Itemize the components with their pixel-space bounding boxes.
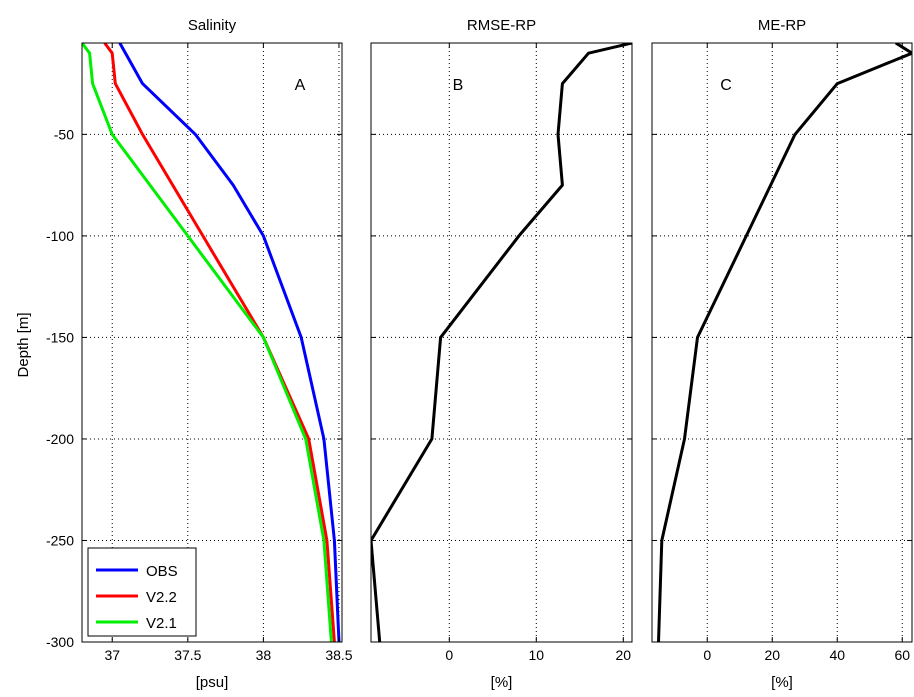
legend-entry: OBS — [146, 563, 178, 580]
x-tick-label: 38.5 — [325, 647, 352, 663]
panel-c: 0 20 40 60 ME-RP C [%] — [651, 17, 913, 691]
x-tick-label: 37 — [104, 647, 120, 663]
series-line-v2-1 — [82, 43, 333, 642]
plot-area — [652, 43, 912, 642]
panel-a: 37 37.5 38 38.5 -50 -100 -150 -200 -250 -300 Salin… — [46, 17, 353, 691]
x-tick-label: 20 — [764, 647, 780, 663]
plot-area — [371, 43, 632, 642]
legend: OBS V2.2 V2.1 — [87, 547, 197, 637]
x-axis-label: [psu] — [196, 674, 229, 691]
y-tick-label: -150 — [46, 329, 74, 345]
series-line-v2-2 — [103, 43, 336, 642]
y-tick-label: -100 — [46, 228, 74, 244]
y-tick-label: -50 — [54, 126, 74, 142]
plot-area — [82, 43, 342, 642]
series-line — [371, 43, 632, 642]
x-axis-label: [%] — [491, 674, 513, 691]
plot-frame — [81, 42, 343, 643]
panel-b: 0 10 20 RMSE-RP B [%] — [370, 17, 633, 691]
x-axis-label: [%] — [771, 674, 793, 691]
x-tick-label: 0 — [703, 647, 711, 663]
panel-letter: C — [720, 77, 732, 94]
legend-entry: V2.2 — [146, 589, 177, 606]
panel-letter: A — [295, 77, 306, 94]
panel-title: RMSE-RP — [467, 17, 536, 34]
x-tick-label: 38 — [256, 647, 272, 663]
legend-entry: V2.1 — [146, 615, 177, 632]
y-tick-label: -250 — [46, 532, 74, 548]
panel-title: Salinity — [188, 17, 237, 34]
x-tick-label: 37.5 — [174, 647, 201, 663]
x-tick-label: 20 — [616, 647, 632, 663]
y-tick-label: -300 — [46, 634, 74, 650]
plot-frame — [651, 42, 913, 643]
x-tick-label: 0 — [445, 647, 453, 663]
series-line-obs — [118, 43, 341, 642]
panel-letter: B — [453, 77, 464, 94]
y-axis-label: Depth [m] — [15, 312, 32, 377]
plot-frame — [370, 42, 633, 643]
x-tick-label: 40 — [829, 647, 845, 663]
x-tick-label: 10 — [529, 647, 545, 663]
series-line — [657, 43, 912, 642]
panel-title: ME-RP — [758, 17, 806, 34]
y-tick-label: -200 — [46, 431, 74, 447]
x-tick-label: 60 — [894, 647, 910, 663]
